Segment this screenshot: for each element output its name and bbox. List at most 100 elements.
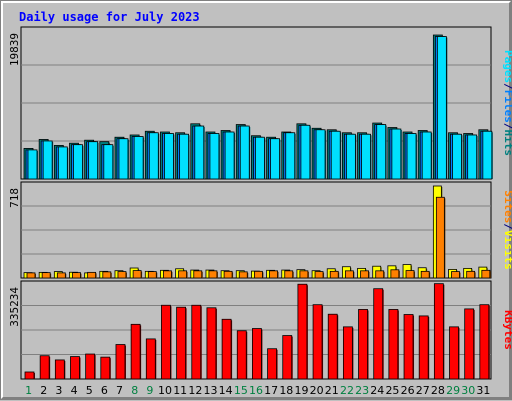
x-tick-label-day-28: 28 (431, 384, 445, 397)
bar-kbytes-day-15 (236, 330, 247, 380)
bar-kbytes-day-1 (24, 371, 35, 380)
chart-title: Daily usage for July 2023 (19, 10, 200, 24)
bar-sites-day-13 (208, 270, 218, 279)
bar-kbytes-day-2 (39, 355, 50, 380)
bar-pages-day-19 (300, 124, 311, 180)
bar-pages-day-12 (194, 125, 205, 180)
legend-separator: / (502, 123, 512, 130)
bar-kbytes-day-26 (403, 314, 414, 380)
x-tick-label-day-18: 18 (279, 384, 293, 397)
bar-kbytes-day-25 (388, 309, 399, 380)
bar-sites-day-9 (147, 271, 157, 279)
bar-pages-day-21 (330, 130, 341, 180)
bar-kbytes-day-11 (176, 306, 187, 380)
bar-sites-day-8 (132, 270, 142, 279)
bar-pages-day-7 (118, 138, 129, 180)
x-tick-label-day-29: 29 (446, 384, 460, 397)
bar-kbytes-day-14 (221, 318, 232, 380)
bar-kbytes-day-16 (252, 328, 262, 380)
bar-sites-day-16 (254, 270, 263, 279)
x-tick-label-day-24: 24 (370, 384, 384, 397)
bar-kbytes-day-20 (312, 304, 323, 380)
legend-middle: Sites/Visits (502, 190, 512, 270)
x-tick-label-day-19: 19 (294, 384, 308, 397)
bar-kbytes-day-4 (70, 356, 80, 380)
bar-pages-day-16 (255, 136, 265, 180)
bar-sites-day-14 (223, 270, 233, 279)
bar-pages-day-6 (103, 144, 114, 180)
x-tick-label-day-1: 1 (25, 384, 32, 397)
legend-separator: / (502, 83, 512, 90)
bar-pages-day-22 (345, 133, 356, 180)
bar-sites-day-10 (163, 270, 172, 279)
y-max-label-hits-files-pages: 19839 (8, 33, 21, 66)
bar-sites-day-12 (193, 270, 203, 279)
bar-pages-day-28 (436, 36, 447, 180)
bar-pages-day-23 (361, 133, 371, 180)
legend-entry-visits: Visits (502, 230, 512, 270)
legend-separator: / (502, 223, 512, 230)
bar-pages-day-11 (179, 133, 190, 180)
x-tick-label-day-15: 15 (234, 384, 248, 397)
x-tick-label-day-6: 6 (101, 384, 108, 397)
bar-sites-day-17 (269, 270, 278, 279)
bar-kbytes-day-8 (130, 323, 141, 380)
x-tick-label-day-3: 3 (55, 384, 62, 397)
bar-sites-day-7 (117, 271, 127, 279)
bar-pages-day-14 (224, 131, 235, 180)
bar-sites-day-5 (87, 271, 97, 279)
bar-kbytes-day-5 (85, 353, 96, 380)
bar-kbytes-day-27 (418, 315, 429, 380)
bar-sites-day-20 (314, 271, 324, 279)
bar-kbytes-day-31 (479, 304, 490, 380)
bar-kbytes-day-3 (54, 359, 65, 380)
x-tick-label-day-20: 20 (310, 384, 324, 397)
bar-sites-day-22 (344, 270, 354, 279)
x-tick-label-day-31: 31 (476, 384, 490, 397)
x-tick-label-day-16: 16 (249, 384, 263, 397)
bar-sites-day-4 (72, 272, 81, 279)
bar-sites-day-21 (329, 270, 339, 279)
x-tick-label-day-11: 11 (173, 384, 187, 397)
bar-sites-day-23 (360, 270, 369, 279)
bar-pages-day-18 (285, 132, 296, 180)
bar-kbytes-day-21 (327, 313, 338, 380)
bar-sites-day-6 (102, 271, 112, 279)
bar-pages-day-20 (315, 129, 326, 180)
bar-pages-day-30 (467, 134, 478, 180)
bar-sites-day-28 (435, 196, 445, 279)
bar-kbytes-day-6 (100, 356, 111, 380)
x-tick-label-day-22: 22 (340, 384, 354, 397)
legend-entry-files: Files (502, 90, 512, 123)
bar-sites-day-2 (41, 272, 51, 279)
bar-kbytes-day-10 (161, 304, 171, 380)
bar-pages-day-26 (406, 133, 417, 180)
bar-pages-day-4 (73, 144, 83, 180)
x-tick-label-day-12: 12 (188, 384, 202, 397)
x-tick-label-day-2: 2 (40, 384, 47, 397)
x-tick-label-day-17: 17 (264, 384, 278, 397)
x-tick-label-day-4: 4 (71, 384, 78, 397)
bar-kbytes-day-23 (358, 309, 368, 380)
legend-bottom: KBytes (502, 310, 512, 350)
bar-pages-day-17 (270, 138, 280, 180)
x-tick-label-day-27: 27 (416, 384, 430, 397)
bar-sites-day-31 (481, 269, 491, 279)
x-tick-label-day-26: 26 (401, 384, 415, 397)
bar-pages-day-2 (42, 140, 53, 180)
x-tick-label-day-14: 14 (219, 384, 233, 397)
bar-sites-day-26 (405, 270, 415, 279)
bar-sites-day-11 (178, 270, 188, 279)
bar-kbytes-day-9 (145, 338, 156, 380)
bar-sites-day-15 (238, 271, 248, 279)
y-max-label-kbytes: 335234 (8, 287, 21, 327)
bar-kbytes-day-28 (433, 283, 444, 380)
legend-top: Pages/Files/Hits (502, 50, 512, 156)
bar-pages-day-27 (421, 131, 432, 180)
bar-sites-day-1 (26, 272, 36, 279)
bar-kbytes-day-18 (282, 335, 293, 380)
bar-kbytes-day-13 (206, 307, 217, 380)
bar-sites-day-29 (451, 271, 460, 279)
